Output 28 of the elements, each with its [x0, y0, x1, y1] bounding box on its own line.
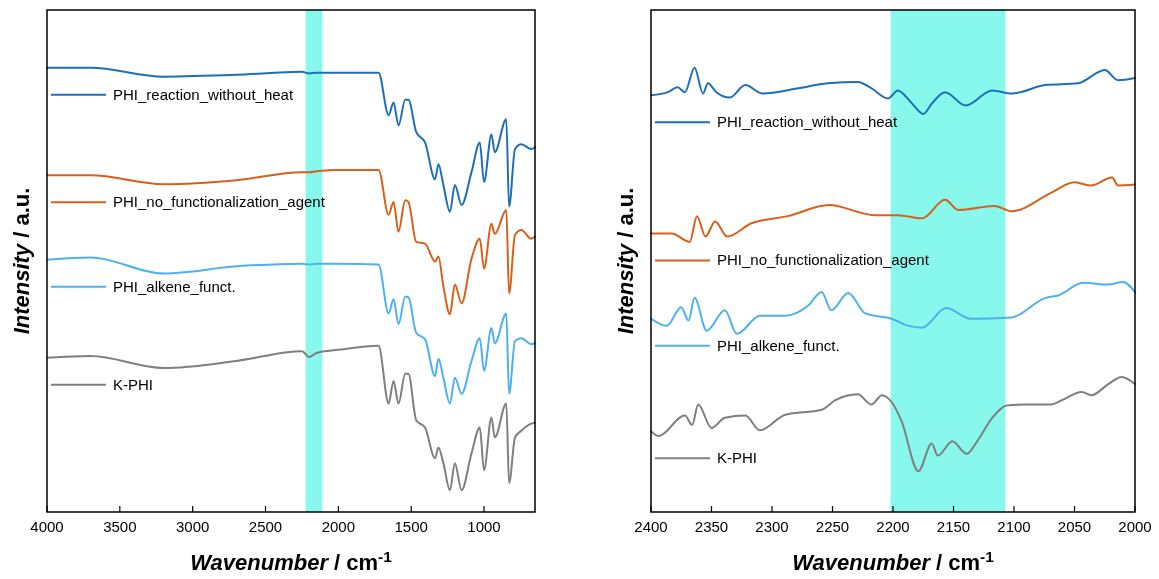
legend-label: K-PHI [113, 375, 154, 393]
legend-label: PHI_alkene_funct. [717, 336, 840, 354]
x-axis-title: Wavenumber / cm$^{-1}$ [792, 547, 995, 575]
x-tick-label: 2000 [321, 518, 356, 535]
x-tick-label: 3000 [175, 518, 210, 535]
y-axis-title: Intensity / a.u. [9, 187, 34, 335]
x-tick-label: 4000 [30, 518, 64, 535]
x-tick-label: 1000 [467, 518, 501, 535]
x-tick-label: 2250 [815, 518, 850, 535]
x-tick-label: 1500 [394, 518, 428, 535]
x-tick-label: 2500 [248, 518, 283, 535]
legend-label: PHI_no_functionalization_agent [717, 251, 930, 269]
x-tick-label: 2350 [694, 518, 729, 535]
x-tick-label: 2000 [1118, 518, 1152, 535]
legend-label: PHI_no_functionalization_agent [113, 193, 326, 211]
x-tick-label: 2150 [936, 518, 971, 535]
x-tick-label: 2100 [997, 518, 1031, 535]
legend-label: PHI_reaction_without_heat [113, 85, 294, 103]
x-tick-label: 2300 [755, 518, 789, 535]
legend-label: PHI_alkene_funct. [113, 277, 236, 295]
y-axis-title: Intensity / a.u. [613, 187, 638, 335]
x-tick-label: 2200 [876, 518, 910, 535]
x-tick-label: 3500 [103, 518, 137, 535]
x-tick-label: 2050 [1057, 518, 1092, 535]
x-axis-title: Wavenumber / cm$^{-1}$ [190, 547, 393, 575]
x-tick-label: 2400 [634, 518, 668, 535]
legend-label: K-PHI [717, 449, 758, 467]
legend-label: PHI_reaction_without_heat [717, 113, 898, 131]
